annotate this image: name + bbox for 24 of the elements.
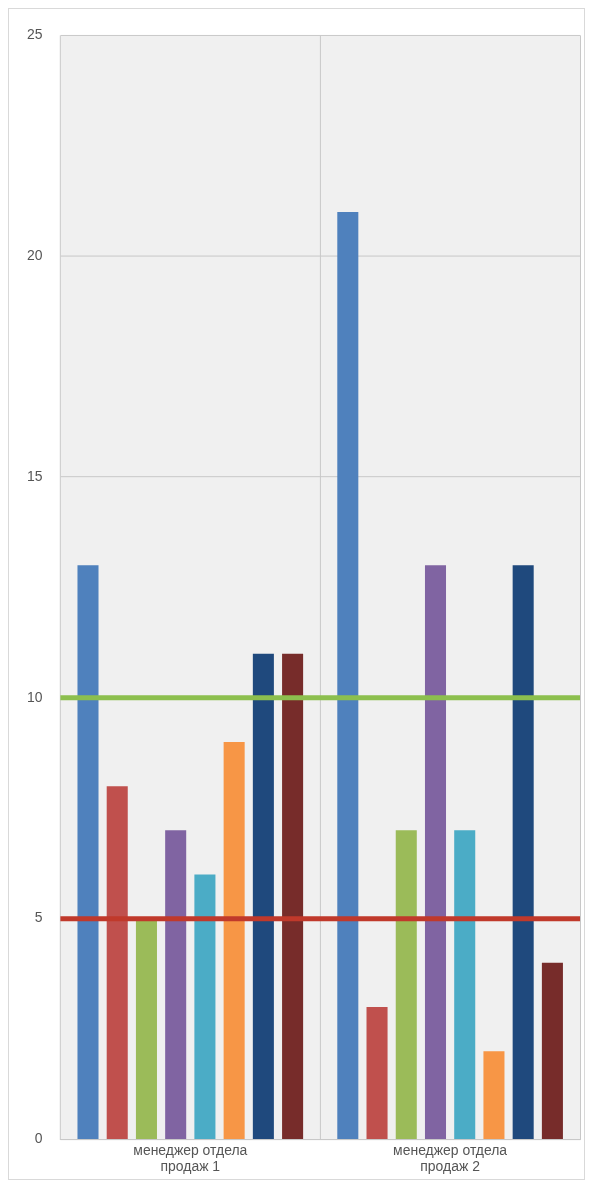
- bar: [106, 786, 128, 1139]
- bar: [77, 565, 99, 1139]
- bar: [395, 830, 417, 1139]
- bar: [483, 1051, 505, 1139]
- bar: [194, 874, 216, 1139]
- y-tick-label: 25: [26, 26, 43, 43]
- bar: [512, 565, 534, 1139]
- x-tick-label: менеджер отдела продаж 1: [133, 1141, 248, 1175]
- bar: [366, 1006, 388, 1139]
- y-tick-label: 15: [26, 467, 43, 484]
- bar: [165, 830, 187, 1139]
- bar: [454, 830, 476, 1139]
- y-tick-label: 0: [34, 1130, 43, 1147]
- bar: [223, 741, 245, 1139]
- bar: [135, 918, 157, 1139]
- bar: [337, 212, 359, 1139]
- y-tick-label: 10: [26, 688, 43, 705]
- y-tick-label: 20: [26, 247, 43, 264]
- y-tick-label: 5: [34, 909, 43, 926]
- bar: [424, 565, 447, 1139]
- x-tick-label: менеджер отдела продаж 2: [393, 1141, 508, 1175]
- bar: [252, 653, 274, 1139]
- bar: [282, 653, 304, 1139]
- bar: [541, 962, 563, 1139]
